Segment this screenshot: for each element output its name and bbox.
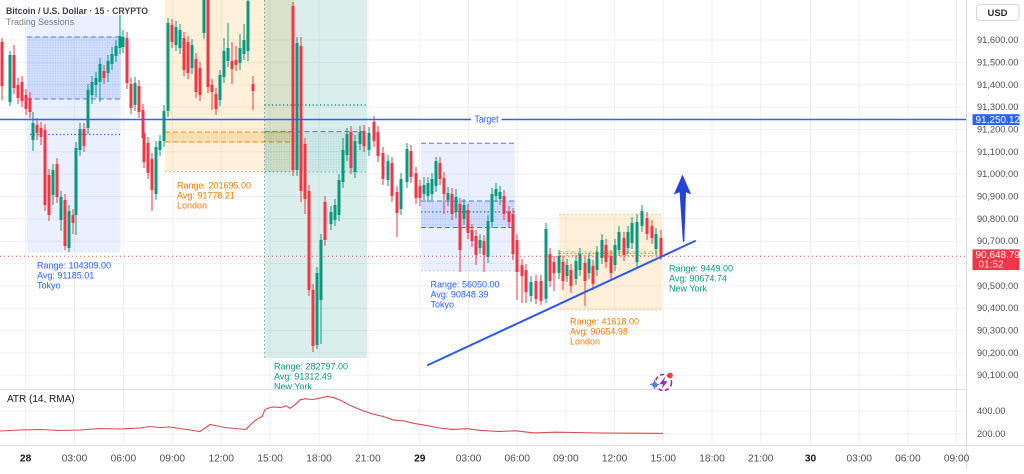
svg-text:90,100.00: 90,100.00 bbox=[977, 370, 1018, 380]
svg-text:New York: New York bbox=[274, 382, 313, 392]
svg-text:12:00: 12:00 bbox=[602, 454, 628, 465]
svg-text:90,400.00: 90,400.00 bbox=[977, 303, 1018, 313]
svg-text:29: 29 bbox=[414, 454, 426, 465]
svg-text:06:00: 06:00 bbox=[111, 454, 137, 465]
svg-text:06:00: 06:00 bbox=[504, 454, 530, 465]
svg-text:London: London bbox=[177, 201, 207, 211]
svg-text:90,700.00: 90,700.00 bbox=[977, 236, 1018, 246]
svg-text:12:00: 12:00 bbox=[208, 454, 234, 465]
svg-text:Range: 9449.00: Range: 9449.00 bbox=[669, 264, 733, 274]
svg-text:09:00: 09:00 bbox=[944, 454, 970, 465]
svg-text:15:00: 15:00 bbox=[257, 454, 283, 465]
svg-text:90,900.00: 90,900.00 bbox=[977, 192, 1018, 202]
svg-text:Range: 282797.00: Range: 282797.00 bbox=[274, 362, 348, 372]
svg-text:91,250.12: 91,250.12 bbox=[976, 115, 1021, 126]
svg-text:03:00: 03:00 bbox=[62, 454, 88, 465]
svg-text:Tokyo: Tokyo bbox=[37, 281, 61, 291]
svg-text:Range: 56050.00: Range: 56050.00 bbox=[431, 280, 500, 290]
svg-text:15:00: 15:00 bbox=[651, 454, 677, 465]
svg-text:New York: New York bbox=[669, 284, 708, 294]
svg-text:91,500.00: 91,500.00 bbox=[977, 58, 1018, 68]
svg-text:ATR (14, RMA): ATR (14, RMA) bbox=[7, 394, 75, 405]
svg-text:Tokyo: Tokyo bbox=[431, 300, 455, 310]
svg-text:London: London bbox=[570, 337, 600, 347]
svg-text:91,600.00: 91,600.00 bbox=[977, 35, 1018, 45]
svg-text:30: 30 bbox=[805, 454, 817, 465]
svg-text:91,100.00: 91,100.00 bbox=[977, 147, 1018, 157]
svg-text:91,000.00: 91,000.00 bbox=[977, 169, 1018, 179]
svg-text:21:00: 21:00 bbox=[748, 454, 774, 465]
svg-text:90,800.00: 90,800.00 bbox=[977, 214, 1018, 224]
svg-text:09:00: 09:00 bbox=[553, 454, 579, 465]
svg-text:01:52: 01:52 bbox=[979, 260, 1004, 271]
svg-text:03:00: 03:00 bbox=[846, 454, 872, 465]
svg-text:91,200.00: 91,200.00 bbox=[977, 125, 1018, 135]
svg-text:90,500.00: 90,500.00 bbox=[977, 281, 1018, 291]
svg-text:Avg: 91185.01: Avg: 91185.01 bbox=[37, 271, 94, 281]
svg-text:91,300.00: 91,300.00 bbox=[977, 102, 1018, 112]
svg-text:90,300.00: 90,300.00 bbox=[977, 326, 1018, 336]
svg-text:Avg: 91778.21: Avg: 91778.21 bbox=[177, 191, 235, 201]
svg-text:21:00: 21:00 bbox=[355, 454, 381, 465]
svg-text:06:00: 06:00 bbox=[895, 454, 921, 465]
svg-text:Avg: 90674.74: Avg: 90674.74 bbox=[669, 274, 727, 284]
svg-text:18:00: 18:00 bbox=[699, 454, 725, 465]
svg-text:90,200.00: 90,200.00 bbox=[977, 348, 1018, 358]
svg-text:USD: USD bbox=[987, 8, 1007, 19]
svg-text:Range: 41618.00: Range: 41618.00 bbox=[570, 317, 639, 327]
svg-text:Avg: 90654.98: Avg: 90654.98 bbox=[570, 327, 628, 337]
svg-text:Bitcoin / U.S. Dollar · 15 · C: Bitcoin / U.S. Dollar · 15 · CRYPTO bbox=[6, 6, 148, 16]
svg-text:91,400.00: 91,400.00 bbox=[977, 80, 1018, 90]
svg-text:09:00: 09:00 bbox=[160, 454, 186, 465]
svg-text:Range: 104309.00: Range: 104309.00 bbox=[37, 261, 111, 271]
svg-text:Trading Sessions: Trading Sessions bbox=[6, 17, 75, 27]
svg-text:Avg: 91312.49: Avg: 91312.49 bbox=[274, 372, 332, 382]
svg-text:400.00: 400.00 bbox=[977, 406, 1005, 416]
svg-text:03:00: 03:00 bbox=[456, 454, 482, 465]
svg-text:Range: 201695.00: Range: 201695.00 bbox=[177, 181, 251, 191]
svg-text:90,648.79: 90,648.79 bbox=[976, 250, 1021, 261]
svg-text:Avg: 90848.39: Avg: 90848.39 bbox=[431, 290, 489, 300]
svg-text:28: 28 bbox=[20, 454, 32, 465]
svg-text:Target: Target bbox=[475, 115, 499, 126]
svg-text:200.00: 200.00 bbox=[977, 429, 1005, 439]
svg-text:18:00: 18:00 bbox=[306, 454, 332, 465]
